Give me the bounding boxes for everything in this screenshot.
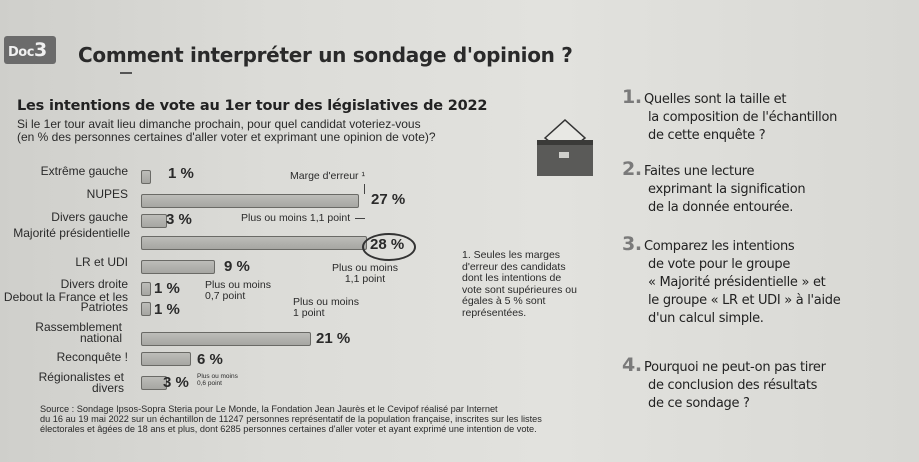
- question-text: de ce sondage ?: [648, 396, 750, 411]
- value-label: 1 %: [168, 165, 194, 182]
- question-text: Quelles sont la taille et: [644, 92, 787, 107]
- bar: [141, 260, 215, 274]
- question-3: 3. Comparez les intentions de vote pour l…: [622, 235, 912, 328]
- source-line: Source : Sondage Ipsos-Sopra Steria pour…: [40, 404, 498, 414]
- category-label: Extrême gauche: [40, 164, 128, 178]
- doc-badge-number: 3: [33, 39, 47, 61]
- question-text: d'un calcul simple.: [648, 311, 764, 326]
- question-number: 2.: [622, 158, 642, 180]
- annotation-error-margin: Marge d'erreur ¹: [290, 170, 365, 182]
- question-number: 3.: [622, 233, 642, 255]
- annotation-margin: Plus ou moins 1 point: [293, 296, 359, 319]
- bar: [141, 332, 311, 346]
- value-label-highlighted: 28 %: [370, 236, 405, 253]
- divider: [120, 72, 132, 74]
- question-text: le groupe « LR et UDI » à l'aide: [648, 293, 841, 308]
- page-title: Comment interpréter un sondage d'opinion…: [78, 43, 573, 67]
- bar: [141, 302, 151, 316]
- question-number: 1.: [622, 86, 642, 108]
- value-label: 6 %: [197, 351, 223, 368]
- question-text: la composition de l'échantillon: [648, 110, 838, 125]
- question-2: 2. Faites une lecture exprimant la signif…: [622, 160, 912, 217]
- category-label: Divers gauche: [51, 210, 128, 224]
- value-label: 1 %: [154, 301, 180, 318]
- bar: [141, 214, 167, 228]
- bar: [141, 236, 367, 250]
- category-label: NUPES: [86, 187, 128, 201]
- question-number: 4.: [622, 354, 642, 376]
- survey-question-line: (en % des personnes certaines d'aller vo…: [17, 130, 436, 144]
- annotation-margin: Plus ou moins 1,1 point: [332, 262, 398, 285]
- value-label: 3 %: [163, 374, 189, 391]
- source-line: électorales et âgées de 18 ans et plus, …: [40, 424, 537, 434]
- value-label: 9 %: [224, 258, 250, 275]
- value-label: 21 %: [316, 330, 351, 347]
- survey-question-line: Si le 1er tour avait lieu dimanche proch…: [17, 117, 421, 131]
- source-note: Source : Sondage Ipsos-Sopra Steria pour…: [40, 404, 600, 434]
- value-label: 1 %: [154, 280, 180, 297]
- question-text: Comparez les intentions: [644, 239, 795, 254]
- source-line: du 16 au 19 mai 2022 sur un échantillon …: [40, 414, 542, 424]
- question-text: exprimant la signification: [648, 182, 806, 197]
- question-text: Pourquoi ne peut-on pas tirer: [644, 360, 826, 375]
- value-label: 27 %: [371, 191, 406, 208]
- highlight-circle: [362, 233, 416, 261]
- annotation-pointer: [355, 218, 365, 219]
- question-text: de la donnée entourée.: [648, 200, 794, 215]
- question-1: 1. Quelles sont la taille et la compositi…: [622, 88, 912, 145]
- question-text: de conclusion des résultats: [648, 378, 818, 393]
- chart-subtitle: Les intentions de vote au 1er tour des l…: [17, 98, 488, 114]
- category-label: Rassemblement national: [35, 320, 122, 345]
- doc-badge-prefix: Doc: [8, 45, 34, 60]
- question-4: 4. Pourquoi ne peut-on pas tirer de concl…: [622, 356, 912, 413]
- ballot-box-icon: [537, 118, 593, 176]
- category-label: Majorité présidentielle: [13, 226, 130, 240]
- category-label: Divers droite: [60, 277, 128, 291]
- question-text: de cette enquête ?: [648, 128, 766, 143]
- annotation-margin: Plus ou moins 0,7 point: [205, 279, 271, 302]
- category-label: Reconquête !: [56, 350, 128, 364]
- category-label: LR et UDI: [75, 255, 128, 269]
- question-text: de vote pour le groupe: [648, 257, 791, 272]
- bar: [141, 194, 359, 208]
- annotation-margin: Plus ou moins 1,1 point: [241, 212, 351, 224]
- bar: [141, 170, 151, 184]
- category-label: Debout la France et les Patriotes: [3, 290, 128, 314]
- survey-question: Si le 1er tour avait lieu dimanche proch…: [17, 118, 537, 144]
- bar: [141, 282, 151, 296]
- value-label: 3 %: [166, 211, 192, 228]
- footnote: 1. Seules les marges d'erreur des candid…: [462, 249, 577, 319]
- bar: [141, 352, 191, 366]
- annotation-pointer: [364, 184, 365, 194]
- doc-badge: Doc3: [4, 36, 56, 64]
- annotation-margin: Plus ou moins 0,6 point: [197, 373, 238, 387]
- question-text: Faites une lecture: [644, 164, 755, 179]
- question-text: « Majorité présidentielle » et: [648, 275, 826, 290]
- bar: [141, 376, 167, 390]
- category-label: Régionalistes et divers: [38, 370, 124, 395]
